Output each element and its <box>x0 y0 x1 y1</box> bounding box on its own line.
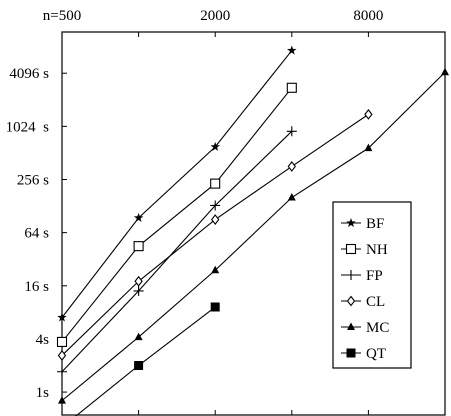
x-axis: n=500 2000 8000 <box>43 8 446 415</box>
x-tick-label: n=500 <box>43 8 81 24</box>
legend-label-nh: NH <box>366 242 388 258</box>
legend: BF NH FP CL MC QT <box>332 201 412 369</box>
series-line-fp <box>61 130 293 373</box>
legend-label-cl: CL <box>366 294 385 310</box>
legend-label-mc: MC <box>366 320 389 336</box>
data-point-cl <box>287 161 296 172</box>
plot-frame <box>61 31 446 416</box>
data-point-nh <box>56 336 68 347</box>
data-point-fp <box>210 200 221 211</box>
data-point-mc <box>58 396 66 404</box>
series-line-mc <box>61 71 446 402</box>
data-point-nh <box>210 178 221 189</box>
x-tick-label: 2000 <box>200 8 230 24</box>
y-tick-label: 1s <box>36 385 50 401</box>
data-point-fp <box>133 285 144 296</box>
legend-marker-nh <box>345 243 357 255</box>
data-point-mc <box>134 332 143 341</box>
series-line-nh <box>61 87 293 343</box>
data-point-cl <box>211 214 220 225</box>
data-point-cl <box>134 275 143 287</box>
y-tick-label: 4096 s <box>9 66 49 82</box>
y-axis: 1s 4s 16 s 64 s 256 s 1024 s 4096 s <box>6 66 67 401</box>
y-tick-label: 1024 s <box>6 119 50 135</box>
data-point-mc <box>211 265 220 274</box>
series-line-bf <box>61 50 293 318</box>
data-point-mc <box>364 143 373 152</box>
legend-marker-mc <box>347 322 355 330</box>
legend-marker-bf <box>346 218 356 228</box>
legend-marker-qt <box>346 348 356 358</box>
data-point-fp <box>57 366 67 377</box>
data-point-fp <box>286 126 297 137</box>
legend-label-bf: BF <box>366 216 384 232</box>
legend-label-qt: QT <box>366 346 386 362</box>
y-tick-label: 64 s <box>24 226 49 242</box>
data-point-nh <box>133 241 144 252</box>
data-point-cl <box>57 350 67 361</box>
data-point-qt <box>210 302 220 312</box>
legend-marker-cl <box>346 295 356 307</box>
y-tick-label: 16 s <box>24 279 49 295</box>
data-point-bf <box>287 45 297 55</box>
data-point-nh <box>286 82 297 93</box>
data-point-bf <box>210 141 220 151</box>
series-layer <box>56 45 449 416</box>
data-point-mc <box>287 193 296 201</box>
data-point-bf <box>57 312 67 322</box>
data-point-qt <box>134 361 144 371</box>
legend-marker-fp <box>346 270 356 280</box>
data-point-mc <box>441 67 449 76</box>
y-tick-label: 4s <box>36 332 50 348</box>
y-tick-label: 256 s <box>17 172 49 188</box>
x-tick-label: 8000 <box>353 8 383 24</box>
legend-label-fp: FP <box>366 268 383 284</box>
data-point-bf <box>133 212 144 222</box>
data-point-cl <box>364 108 373 120</box>
legend-box <box>332 201 412 369</box>
series-line-cl <box>61 113 369 356</box>
